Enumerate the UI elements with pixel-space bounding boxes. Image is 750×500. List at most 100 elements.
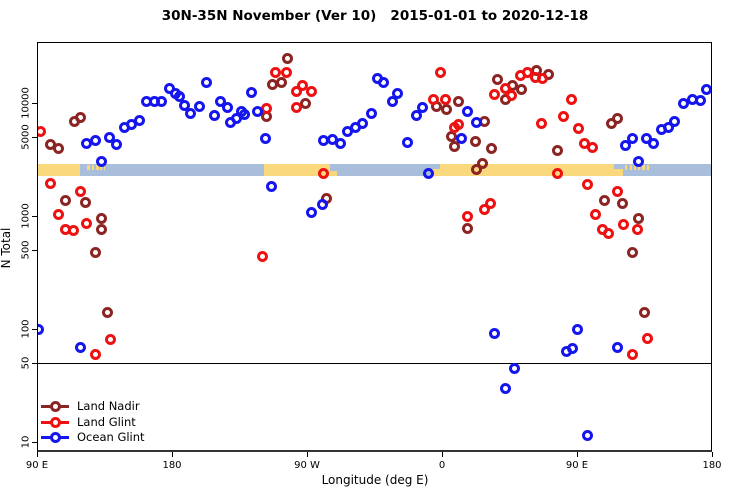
- data-point-ocean-glint: [316, 198, 328, 210]
- data-point-land-nadir: [95, 213, 107, 225]
- data-point-land-glint: [611, 185, 623, 197]
- x-axis-tick-label: 90 E: [25, 460, 49, 471]
- y-axis-tick: [32, 363, 37, 365]
- data-point-land-nadir: [60, 194, 72, 206]
- data-point-land-nadir: [445, 131, 457, 143]
- data-point-land-nadir: [616, 197, 628, 209]
- data-point-land-nadir: [275, 76, 287, 88]
- data-point-ocean-glint: [111, 139, 123, 151]
- data-point-ocean-glint: [200, 76, 212, 88]
- data-point-land-glint: [565, 93, 577, 105]
- data-point-ocean-glint: [647, 138, 659, 150]
- map-band-island: [103, 165, 106, 171]
- legend-label: Land Glint: [77, 414, 136, 429]
- data-point-ocean-glint: [357, 118, 369, 130]
- data-point-land-glint: [427, 93, 439, 105]
- data-point-land-glint: [631, 224, 643, 236]
- data-point-land-glint: [505, 89, 517, 101]
- legend-marker-icon: [50, 401, 61, 412]
- data-point-land-glint: [484, 197, 496, 209]
- map-band-ocean-segment: [329, 164, 432, 177]
- map-band-island: [87, 165, 90, 171]
- data-point-ocean-glint: [178, 99, 190, 111]
- legend-marker-icon: [50, 432, 61, 443]
- data-point-ocean-glint: [89, 135, 101, 147]
- map-band-land-segment: [37, 164, 81, 177]
- y-axis-tick-label: 10000: [20, 87, 32, 119]
- x-axis-tick-label: 0: [438, 460, 446, 471]
- y-axis-tick: [32, 250, 37, 252]
- data-point-land-glint: [306, 85, 318, 97]
- map-band-land-segment: [263, 164, 330, 177]
- data-point-land-nadir: [477, 157, 489, 169]
- data-point-ocean-glint: [662, 122, 674, 134]
- data-point-ocean-glint: [669, 116, 681, 128]
- data-point-ocean-glint: [208, 110, 220, 122]
- data-point-land-glint: [52, 208, 64, 220]
- map-band-ocean-segment: [623, 164, 712, 177]
- map-band-island: [100, 165, 103, 171]
- x-axis-tick-label: 180: [702, 460, 722, 471]
- data-point-land-nadir: [639, 306, 651, 318]
- data-point-ocean-glint: [214, 96, 226, 108]
- data-point-ocean-glint: [221, 102, 233, 114]
- map-band-island: [637, 165, 640, 171]
- data-point-ocean-glint: [386, 96, 398, 108]
- data-point-land-glint: [270, 66, 282, 78]
- data-point-land-glint: [261, 103, 273, 115]
- data-point-land-glint: [535, 118, 547, 130]
- data-point-ocean-glint: [74, 342, 86, 354]
- map-band-island: [642, 165, 645, 171]
- y-axis-tick-label: 5000: [20, 124, 32, 150]
- y-axis-tick-label: 10: [20, 435, 32, 449]
- map-band-island: [634, 165, 637, 171]
- map-band-island: [96, 165, 99, 171]
- legend-label: Land Nadir: [77, 399, 140, 413]
- data-point-land-nadir: [74, 112, 86, 124]
- y-axis-tick: [32, 103, 37, 104]
- data-point-ocean-glint: [694, 94, 706, 106]
- data-point-ocean-glint: [378, 76, 390, 88]
- data-point-ocean-glint: [581, 429, 593, 441]
- data-point-land-glint: [641, 333, 653, 345]
- data-point-land-glint: [104, 334, 116, 346]
- data-point-land-glint: [297, 79, 309, 91]
- data-point-land-nadir: [516, 83, 528, 95]
- y-axis-tick-label: 500: [20, 240, 32, 260]
- data-point-land-glint: [586, 142, 598, 154]
- y-axis-title: N Total: [0, 227, 13, 269]
- data-point-ocean-glint: [334, 138, 346, 150]
- data-point-ocean-glint: [508, 362, 520, 374]
- data-point-land-glint: [45, 177, 57, 189]
- data-point-ocean-glint: [499, 382, 511, 394]
- y-axis-tick-label: 1000: [20, 203, 32, 229]
- data-point-ocean-glint: [700, 83, 712, 95]
- y-axis-tick: [32, 442, 37, 443]
- data-point-land-nadir: [598, 194, 610, 206]
- data-point-ocean-glint: [259, 133, 271, 145]
- data-point-land-glint: [462, 210, 474, 222]
- data-point-ocean-glint: [156, 96, 168, 108]
- y-axis-tick: [32, 329, 37, 330]
- plot-border: [37, 42, 712, 452]
- data-point-land-nadir: [282, 52, 294, 64]
- data-point-land-glint: [558, 111, 570, 123]
- data-point-land-glint: [489, 88, 501, 100]
- data-point-ocean-glint: [422, 167, 434, 179]
- data-point-ocean-glint: [265, 180, 277, 192]
- map-band-island: [625, 165, 628, 171]
- data-point-ocean-glint: [184, 108, 196, 120]
- x-axis-title: Longitude (deg E): [321, 473, 429, 487]
- x-axis-tick-label: 180: [162, 460, 182, 471]
- data-point-land-glint: [280, 66, 292, 78]
- legend-entry-ocean-glint: Ocean Glint: [41, 430, 161, 444]
- data-point-ocean-glint: [678, 98, 690, 110]
- data-point-ocean-glint: [571, 323, 583, 335]
- data-point-ocean-glint: [567, 343, 579, 355]
- data-point-ocean-glint: [417, 102, 429, 114]
- data-point-ocean-glint: [365, 108, 377, 120]
- data-point-ocean-glint: [103, 132, 115, 144]
- legend-marker-icon: [50, 416, 61, 428]
- data-point-land-glint: [434, 66, 446, 78]
- data-point-land-glint: [90, 348, 102, 360]
